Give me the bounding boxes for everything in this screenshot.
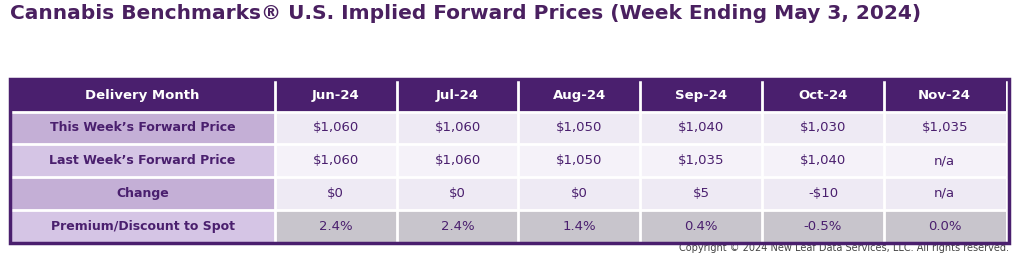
Bar [762,112,884,144]
Text: Change: Change [116,187,169,200]
Bar [396,79,518,112]
Bar [640,144,762,177]
Bar [10,210,274,243]
Text: $0: $0 [571,187,588,200]
Bar [518,177,640,210]
Text: $1,050: $1,050 [556,154,602,167]
Bar [518,112,640,144]
Text: $0: $0 [450,187,466,200]
Text: n/a: n/a [934,187,955,200]
Bar [884,177,1006,210]
Bar [274,79,396,112]
Text: $1,040: $1,040 [800,154,846,167]
Text: $1,050: $1,050 [556,121,602,134]
Text: -$10: -$10 [808,187,838,200]
Bar [396,144,518,177]
Text: Cannabis Benchmarks® U.S. Implied Forward Prices (Week Ending May 3, 2024): Cannabis Benchmarks® U.S. Implied Forwar… [10,4,922,23]
Bar [884,112,1006,144]
Bar [274,210,396,243]
Text: Jul-24: Jul-24 [436,89,479,102]
Text: 0.4%: 0.4% [684,220,718,233]
Text: -0.5%: -0.5% [804,220,842,233]
Text: Oct-24: Oct-24 [799,89,848,102]
Bar [10,144,274,177]
Bar [762,144,884,177]
Bar [274,112,396,144]
Text: 2.4%: 2.4% [318,220,352,233]
Text: Premium/Discount to Spot: Premium/Discount to Spot [50,220,234,233]
Bar [640,177,762,210]
Text: 0.0%: 0.0% [928,220,962,233]
Bar [640,210,762,243]
Text: Sep-24: Sep-24 [675,89,727,102]
Bar [884,210,1006,243]
Text: 2.4%: 2.4% [440,220,474,233]
Bar [762,210,884,243]
Text: Delivery Month: Delivery Month [85,89,200,102]
Text: $5: $5 [692,187,710,200]
Text: $1,035: $1,035 [922,121,968,134]
Text: $1,060: $1,060 [434,121,480,134]
Bar [10,112,274,144]
Text: $1,040: $1,040 [678,121,724,134]
Text: n/a: n/a [934,154,955,167]
Text: 1.4%: 1.4% [562,220,596,233]
Bar [884,79,1006,112]
Bar [10,177,274,210]
Text: Copyright © 2024 New Leaf Data Services, LLC. All rights reserved.: Copyright © 2024 New Leaf Data Services,… [679,243,1009,253]
Text: $1,030: $1,030 [800,121,846,134]
Bar [640,79,762,112]
Text: Jun-24: Jun-24 [312,89,359,102]
Text: $0: $0 [328,187,344,200]
Text: $1,060: $1,060 [434,154,480,167]
Bar [762,79,884,112]
Bar [10,79,1009,243]
Text: This Week’s Forward Price: This Week’s Forward Price [50,121,236,134]
Text: $1,060: $1,060 [312,121,358,134]
Bar [884,144,1006,177]
Bar [518,144,640,177]
Bar [640,112,762,144]
Bar [396,177,518,210]
Text: $1,035: $1,035 [678,154,724,167]
Text: $1,060: $1,060 [312,154,358,167]
Bar [396,112,518,144]
Bar [10,79,274,112]
Bar [274,144,396,177]
Bar [274,177,396,210]
Bar [518,79,640,112]
Text: Nov-24: Nov-24 [919,89,971,102]
Bar [396,210,518,243]
Bar [762,177,884,210]
Text: Last Week’s Forward Price: Last Week’s Forward Price [49,154,236,167]
Text: Aug-24: Aug-24 [553,89,606,102]
Bar [518,210,640,243]
